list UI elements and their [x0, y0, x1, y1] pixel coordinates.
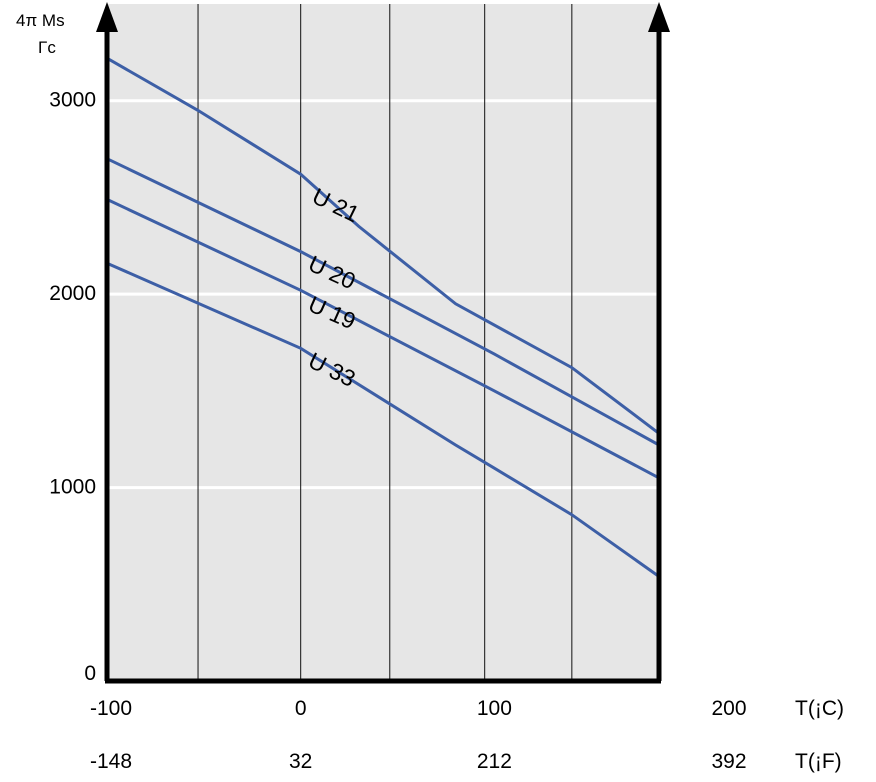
- y-tick-label: 1000: [49, 476, 96, 499]
- y-tick-label: 0: [84, 662, 96, 685]
- y-axis-label-line2: Γc: [38, 38, 56, 57]
- x-axis-unit-celsius: T(¡C): [795, 697, 844, 720]
- x-tick-label-fahrenheit: 392: [711, 750, 746, 773]
- y-axis-left-arrow: [96, 2, 118, 32]
- series-line-u19: [106, 198, 660, 480]
- x-tick-label-celsius: 0: [295, 697, 307, 720]
- series-line-u20: [106, 157, 660, 447]
- x-axis-unit-fahrenheit: T(¡F): [795, 750, 842, 773]
- plot-background: [107, 4, 659, 681]
- x-tick-label-fahrenheit: -148: [90, 750, 132, 773]
- y-axis-right-arrow: [648, 2, 670, 32]
- x-tick-label-celsius: -100: [90, 697, 132, 720]
- x-tick-label-celsius: 200: [711, 697, 746, 720]
- y-tick-label: 2000: [49, 282, 96, 305]
- x-tick-label-fahrenheit: 212: [477, 750, 512, 773]
- series-line-u21: [106, 56, 660, 435]
- x-tick-label-celsius: 100: [477, 697, 512, 720]
- series-line-u33: [106, 261, 660, 578]
- y-tick-label: 3000: [49, 89, 96, 112]
- y-axis-label-line1: 4π Ms: [16, 11, 65, 30]
- x-tick-label-fahrenheit: 32: [289, 750, 312, 773]
